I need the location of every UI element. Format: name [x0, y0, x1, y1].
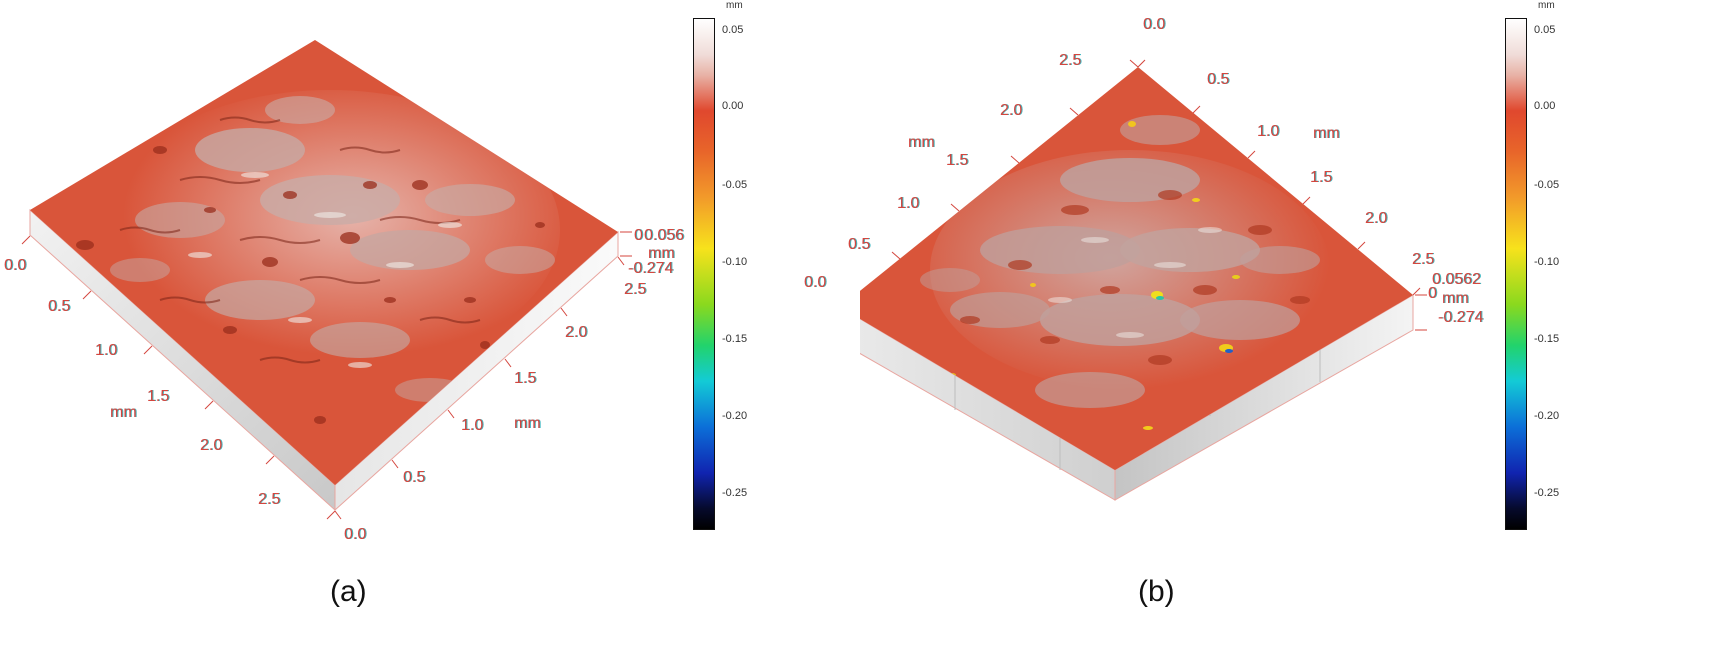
axis1-tick-b-1: 0.5	[848, 236, 871, 253]
colorbar-tick-a-6: -0.25	[722, 487, 748, 499]
surface-plot-a	[21, 40, 632, 520]
axis2-tick-a-0: 0.0	[344, 526, 367, 543]
axis2-tick-a-5: 2.5	[624, 281, 647, 298]
axis1-tick-a-2: 1.0	[95, 342, 118, 359]
axis2-tick-b-3: 1.5	[1310, 169, 1333, 186]
axis2-tick-b-0: 0.0	[1143, 16, 1166, 33]
colorbar-tick-a-1: 0.00	[722, 100, 744, 112]
axis1-tick-b-3: 1.5	[946, 152, 969, 169]
colorbar-unit-a: mm	[726, 0, 743, 11]
z-top-b: 0.0562	[1432, 271, 1481, 288]
z-bottom-b: -0.274	[1438, 309, 1484, 326]
colorbar-tick-b-4: -0.15	[1534, 333, 1560, 345]
axis2-tick-a-1: 0.5	[403, 469, 426, 486]
colorbar-tick-b-1: 0.00	[1534, 100, 1556, 112]
axis2-tick-b-4: 2.0	[1365, 210, 1388, 227]
axis1-tick-a-0: 0.0	[4, 257, 27, 274]
z-top-a: 0.056	[644, 227, 685, 244]
axis2-tick-b-2: 1.0	[1257, 123, 1280, 140]
axis2-tick-b-5: 2.5	[1412, 251, 1435, 268]
axis1-tick-a-3: 1.5	[147, 388, 170, 405]
colorbar-tick-a-0: 0.05	[722, 24, 744, 36]
axis1-unit-a: mm	[110, 404, 137, 421]
colorbar-tick-b-6: -0.25	[1534, 487, 1560, 499]
surface-plot-b	[860, 59, 1427, 501]
axis2-tick-b-1: 0.5	[1207, 71, 1230, 88]
axis1-tick-a-5: 2.5	[258, 491, 281, 508]
colorbar-tick-b-0: 0.05	[1534, 24, 1556, 36]
panel-label-b: (b)	[1138, 575, 1175, 608]
colorbar-a	[693, 18, 715, 530]
axis1-tick-a-1: 0.5	[48, 298, 71, 315]
z-zero-b: 0	[1428, 285, 1437, 302]
axis2-tick-a-4: 2.0	[565, 324, 588, 341]
box-side-right-a	[334, 230, 619, 512]
colorbar-tick-a-4: -0.15	[722, 333, 748, 345]
colorbar-b	[1505, 18, 1527, 530]
z-bottom-a: -0.274	[628, 260, 674, 277]
axis2-tick-a-3: 1.5	[514, 370, 537, 387]
colorbar-tick-b-5: -0.20	[1534, 410, 1560, 422]
z-unit-a: mm	[648, 245, 675, 262]
colorbar-unit-b: mm	[1538, 0, 1555, 11]
axis2-unit-b: mm	[1313, 125, 1340, 142]
colorbar-tick-a-2: -0.05	[722, 179, 748, 191]
z-unit-b: mm	[1442, 290, 1469, 307]
z-zero-a: 0	[634, 227, 643, 244]
axis1-tick-a-4: 2.0	[200, 437, 223, 454]
axis2-tick-a-2: 1.0	[461, 417, 484, 434]
axis1-tick-b-4: 2.0	[1000, 102, 1023, 119]
panel-a: 0.0 0.5 1.0 mm 1.5 2.0 2.5 0.0 0.5 1.0 m…	[4, 0, 748, 608]
axis1-tick-b-5: 2.5	[1059, 52, 1082, 69]
axis1-tick-b-2: 1.0	[897, 195, 920, 212]
axis1-unit-b: mm	[908, 134, 935, 151]
panel-label-a: (a)	[330, 575, 367, 608]
colorbar-tick-b-3: -0.10	[1534, 256, 1560, 268]
colorbar-tick-a-3: -0.10	[722, 256, 748, 268]
panel-b: 0.0 0.5 1.0 mm 1.5 2.0 2.5 0.0 0.5 1.0 m…	[804, 0, 1720, 671]
axis2-unit-a: mm	[514, 415, 541, 432]
axis1-tick-b-0: 0.0	[804, 274, 827, 291]
colorbar-tick-a-5: -0.20	[722, 410, 748, 422]
colorbar-tick-b-2: -0.05	[1534, 179, 1560, 191]
